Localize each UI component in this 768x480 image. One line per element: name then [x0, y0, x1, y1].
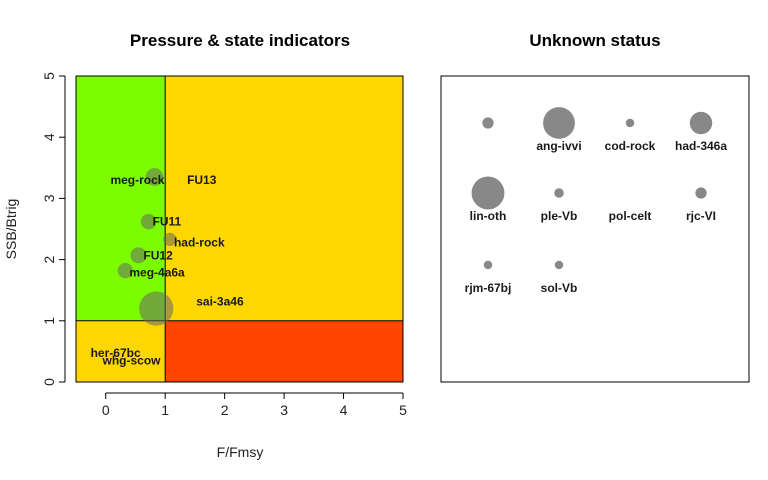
unknown-label-ple-vb: ple-Vb: [541, 209, 578, 223]
unknown-label-lin-oth: lin-oth: [470, 209, 507, 223]
label-her-67bc: her-67bc: [91, 346, 141, 360]
right-points: [471, 107, 713, 270]
x-tick-label: 2: [221, 402, 229, 418]
unknown-label-pol-celt: pol-celt: [609, 209, 652, 223]
unknown-point-cod-rock: [625, 118, 635, 128]
unknown-label-cod-rock: cod-rock: [605, 139, 656, 153]
label-sai-3a46: sai-3a46: [196, 295, 244, 309]
y-tick-label: 5: [41, 72, 57, 80]
point-meg-4a6a: [117, 262, 134, 279]
y-tick-label: 1: [41, 317, 57, 325]
zone-green: [76, 76, 166, 321]
zone-yellow-top: [165, 76, 403, 321]
y-tick-label: 0: [41, 378, 57, 386]
unknown-status-panel: Unknown status ang-ivvi cod-rock had-346a l…: [440, 31, 750, 383]
x-tick-label: 4: [340, 402, 348, 418]
unknown-point-lin-oth: [471, 176, 505, 210]
y-tick-label: 4: [41, 133, 57, 141]
left-points: [117, 168, 177, 326]
zone-red: [165, 320, 403, 382]
x-tick-label: 5: [399, 402, 407, 418]
unknown-point-ang-ivvi: [543, 107, 575, 139]
right-chart-title: Unknown status: [529, 31, 660, 50]
y-axis-label: SSB/Btrig: [3, 199, 19, 260]
unknown-label-sol-vb: sol-Vb: [541, 281, 578, 295]
unknown-label-rjm-67bj: rjm-67bj: [465, 281, 512, 295]
label-meg-rock: meg-rock: [110, 173, 164, 187]
label-had-rock: had-rock: [174, 235, 225, 249]
x-tick-label: 0: [102, 402, 110, 418]
unknown-point-unlabeled: [482, 117, 494, 129]
y-tick-label: 2: [41, 255, 57, 263]
unknown-point-ple-vb: [554, 188, 564, 198]
x-axis-label: F/Fmsy: [217, 444, 264, 460]
point-meg-rock: [145, 168, 164, 186]
point-had-rock: [163, 232, 177, 247]
label-fu11: FU11: [153, 215, 182, 229]
label-fu13: FU13: [187, 173, 217, 187]
unknown-point-had-346a: [689, 111, 713, 135]
unknown-point-rjc-vi: [695, 187, 707, 199]
point-fu11: [140, 213, 157, 230]
y-tick-label: 3: [41, 194, 57, 202]
label-fu12: FU12: [143, 248, 173, 262]
point-fu12: [130, 247, 147, 264]
y-axis: 0 1 2 3 4 5: [41, 72, 66, 386]
label-whg-scow: whg-scow: [102, 354, 162, 368]
unknown-label-ang-ivvi: ang-ivvi: [536, 139, 581, 153]
unknown-point-sol-vb: [554, 260, 564, 270]
label-meg-4a6a: meg-4a6a: [129, 266, 185, 280]
x-tick-label: 3: [280, 402, 288, 418]
left-plot-frame: [75, 75, 404, 383]
right-point-labels: ang-ivvi cod-rock had-346a lin-oth ple-Vb pol…: [465, 139, 728, 295]
x-axis: 0 1 2 3 4 5: [102, 392, 407, 418]
left-chart-title: Pressure & state indicators: [130, 31, 350, 50]
unknown-label-had-346a: had-346a: [675, 139, 727, 153]
zone-yellow-bottom: [76, 320, 166, 382]
unknown-label-rjc-vi: rjc-VI: [686, 209, 716, 223]
point-sai-3a46: [139, 291, 174, 326]
x-tick-label: 1: [161, 402, 169, 418]
unknown-point-rjm-67bj: [483, 260, 493, 270]
right-plot-frame: [440, 75, 750, 383]
pressure-state-panel: Pressure & state indicators meg-rock FU13…: [3, 31, 407, 460]
